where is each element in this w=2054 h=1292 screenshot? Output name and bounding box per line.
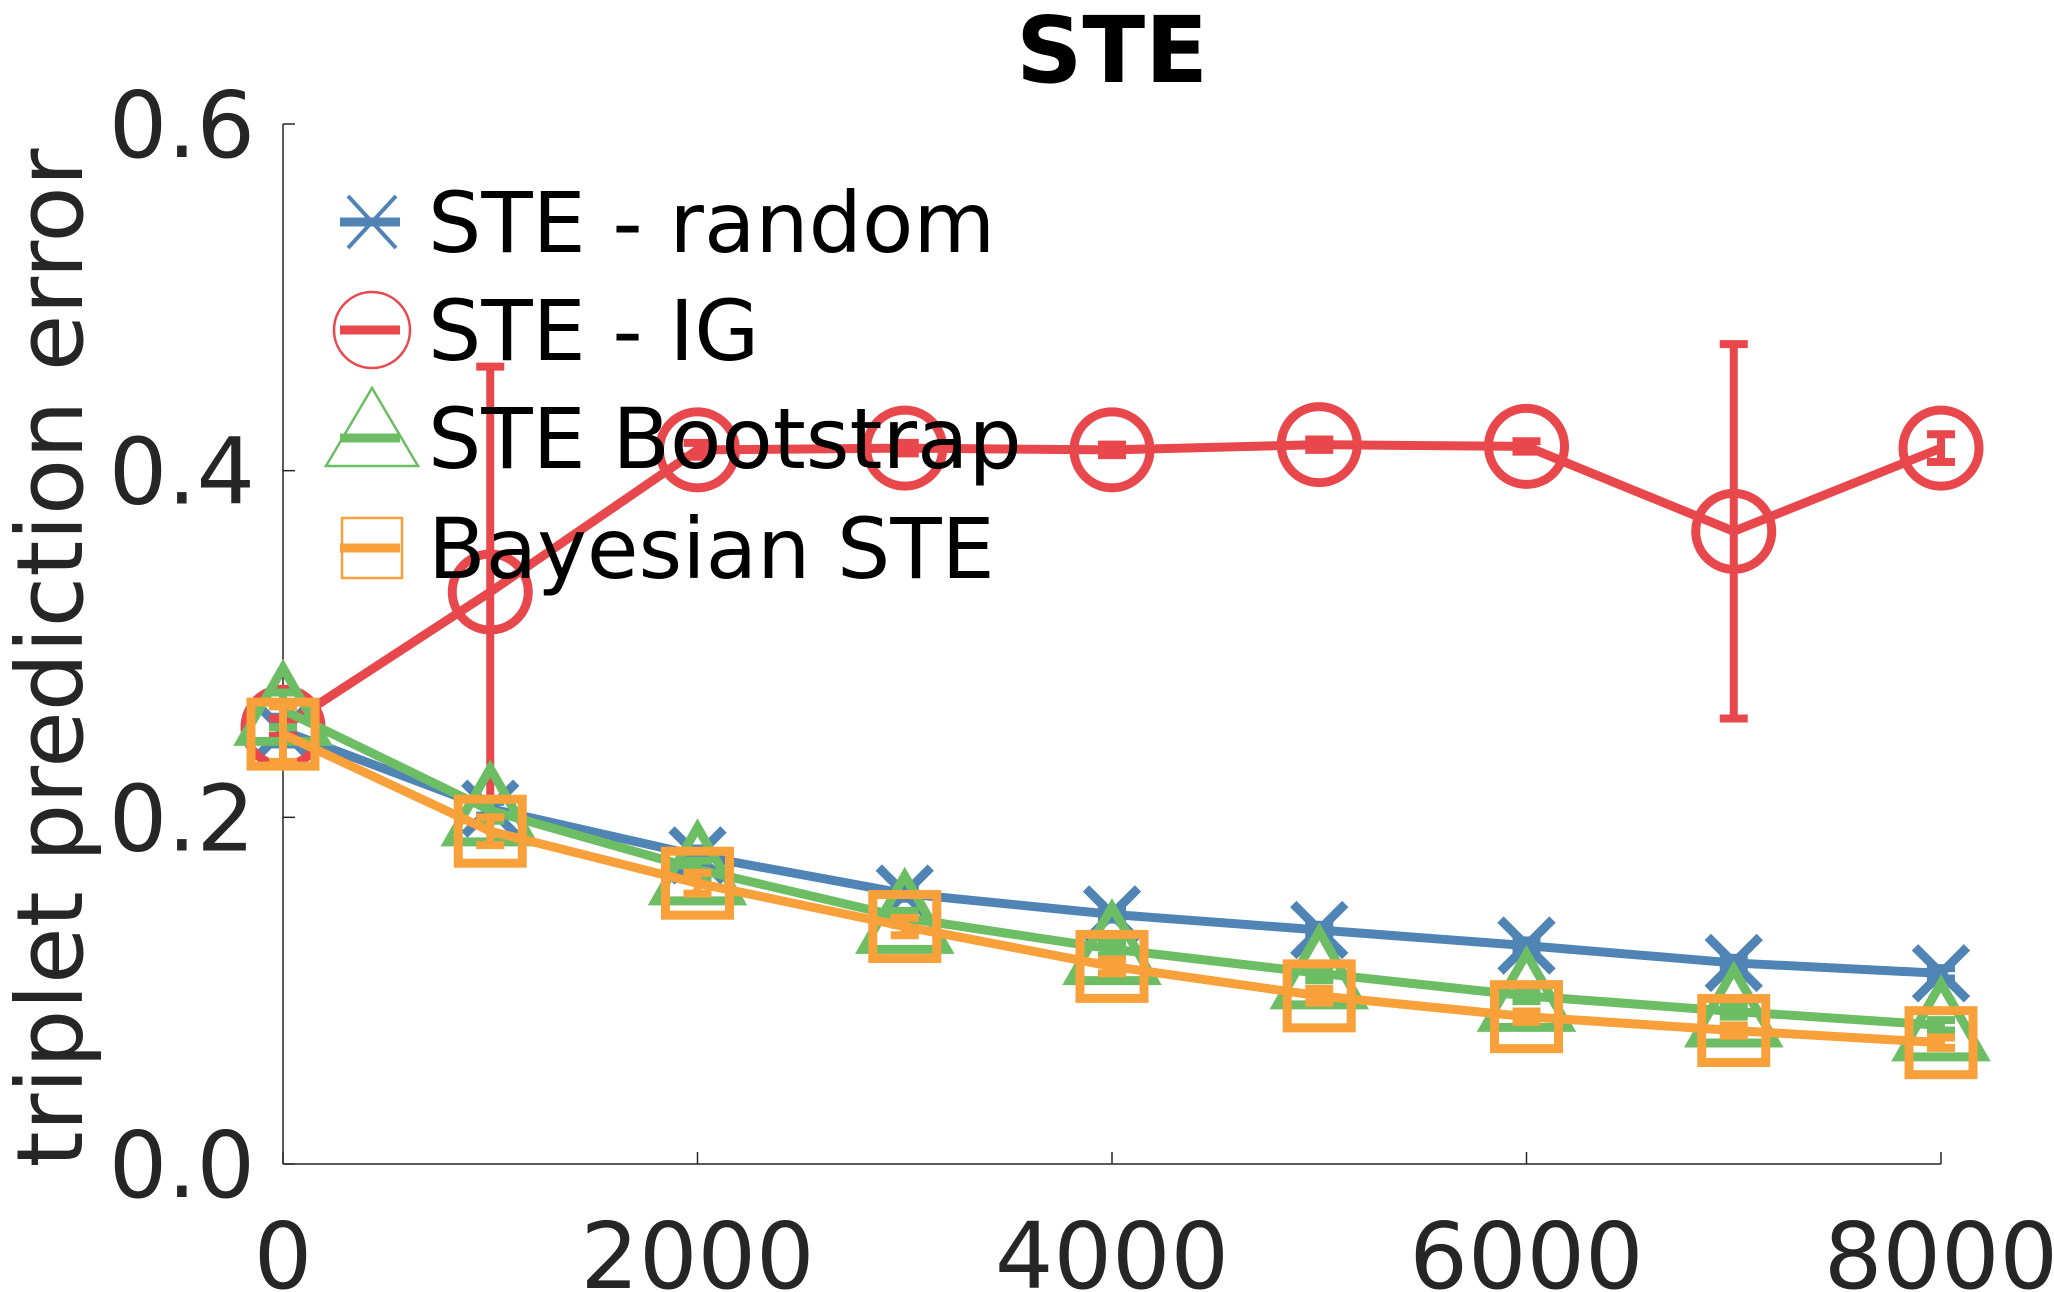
error-bar — [1098, 440, 1126, 460]
data-point — [1282, 959, 1356, 1033]
error-bar — [1512, 1007, 1541, 1026]
data-point — [854, 866, 955, 954]
series-2 — [240, 340, 1984, 822]
error-bar — [1719, 1021, 1748, 1040]
data-point — [1911, 944, 1971, 1003]
legend-item-2: STE - IG — [332, 282, 759, 380]
y-tick-label: 0.4 — [109, 419, 255, 526]
legend: STE - random STE - IG STE Bootstrap Bayesia… — [323, 174, 1022, 598]
data-point — [655, 407, 740, 493]
error-bar — [1927, 1033, 1955, 1052]
data-point — [1904, 1006, 1978, 1080]
legend-item-1: STE - random — [340, 174, 995, 272]
data-point — [868, 890, 942, 964]
legend-label: Bayesian STE — [428, 500, 995, 598]
error-bar — [1927, 1016, 1955, 1035]
data-point — [1898, 405, 1984, 491]
data-point — [1476, 944, 1577, 1032]
error-bar — [1305, 435, 1334, 454]
error-bar — [890, 438, 919, 458]
legend-symbol — [332, 290, 412, 370]
x-tick-label: 4000 — [995, 1203, 1229, 1292]
error-bar — [1098, 955, 1126, 978]
data-point — [1069, 407, 1155, 493]
data-point — [1891, 974, 1991, 1062]
x-tick-label: 6000 — [1409, 1203, 1643, 1292]
legend-label: STE - random — [428, 174, 995, 272]
chart-title: STE — [1016, 0, 1208, 104]
y-axis-title: triplet prediction error — [0, 148, 104, 1167]
legend-label: STE Bootstrap — [428, 390, 1022, 488]
data-point — [1683, 960, 1784, 1048]
error-bar — [476, 813, 505, 850]
error-bar — [1512, 437, 1541, 456]
error-bar — [1927, 430, 1955, 466]
y-tick-label: 0.6 — [109, 72, 255, 179]
y-axis-ticks: 0.0 0.2 0.4 0.6 — [109, 72, 295, 1219]
legend-item-4: Bayesian STE — [340, 500, 995, 598]
error-bar — [1512, 986, 1541, 1006]
data-point — [1062, 897, 1162, 986]
data-point — [661, 846, 734, 920]
data-point — [453, 794, 527, 868]
y-tick-label: 0.2 — [109, 765, 255, 872]
data-point — [1691, 488, 1777, 574]
data-point — [1276, 402, 1362, 488]
legend-item-3: STE Bootstrap — [323, 385, 1022, 488]
series-4 — [246, 697, 1978, 1080]
error-bar — [1719, 1002, 1748, 1021]
error-bar — [683, 868, 712, 898]
x-axis-ticks: 0 2000 4000 6000 8000 — [254, 1152, 2054, 1292]
error-bar — [1305, 984, 1334, 1007]
data-point — [1697, 994, 1771, 1068]
data-point — [246, 697, 320, 771]
x-tick-label: 2000 — [580, 1203, 814, 1292]
legend-symbol — [340, 516, 404, 580]
x-tick-label: 0 — [254, 1203, 313, 1292]
data-point — [1484, 403, 1569, 489]
y-tick-label: 0.0 — [109, 1112, 255, 1219]
data-point — [447, 549, 533, 635]
legend-symbol — [323, 385, 421, 468]
data-point — [1490, 980, 1563, 1054]
legend-symbol — [340, 194, 400, 250]
error-bar — [890, 913, 919, 940]
error-bar — [1719, 340, 1748, 723]
plot-area — [233, 340, 1991, 1080]
error-bar — [683, 438, 712, 461]
x-tick-label: 8000 — [1824, 1203, 2054, 1292]
data-point — [647, 818, 748, 906]
data-point — [1075, 929, 1149, 1003]
data-point — [862, 405, 948, 491]
legend-label: STE - IG — [428, 282, 759, 380]
